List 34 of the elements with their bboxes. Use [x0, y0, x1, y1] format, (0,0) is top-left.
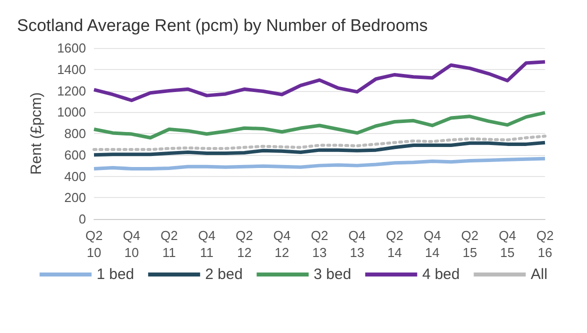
y-tick-label: 200: [64, 190, 86, 206]
x-tick-label: Q2 11: [160, 228, 178, 260]
y-tick-label: 1000: [57, 104, 86, 120]
line-series: [92, 156, 547, 171]
x-tick-label: Q4 15: [498, 228, 516, 260]
legend-label: 4 bed: [422, 266, 460, 283]
line-series: [92, 140, 547, 157]
y-axis-title: Rent (£pcm): [28, 92, 45, 175]
y-tick-label: 1200: [57, 83, 86, 98]
legend-label: 1 bed: [96, 266, 134, 283]
line-series: [92, 60, 547, 102]
legend-label: 2 bed: [205, 266, 243, 283]
y-tick-label: 400: [64, 168, 86, 184]
y-tick-label: 600: [64, 147, 86, 162]
x-tick-label: Q4 12: [273, 228, 291, 260]
y-tick-label: 0: [78, 212, 86, 226]
x-tick-label: Q2 16: [536, 228, 554, 260]
line-series: [92, 110, 547, 140]
x-tick-label: Q2 12: [236, 228, 254, 260]
x-tick-label: Q2 13: [310, 228, 328, 260]
x-tick-label: Q4 11: [198, 228, 216, 260]
y-tick-label: 1600: [57, 40, 86, 56]
x-tick-label: Q2 14: [386, 228, 404, 260]
y-tick-label: 1400: [57, 62, 86, 77]
y-tick-label: 800: [64, 126, 86, 141]
legend-label: 3 bed: [314, 266, 352, 283]
x-tick-label: Q4 13: [348, 228, 366, 260]
x-tick-label: Q4 14: [424, 228, 441, 260]
x-tick-label: Q2 10: [85, 228, 103, 260]
legend-label: All: [530, 266, 548, 283]
x-tick-label: Q4 10: [122, 228, 140, 260]
line-series: [92, 134, 546, 152]
chart-title: Scotland Average Rent (pcm) by Number of Bedrooms: [17, 16, 428, 35]
x-tick-label: Q2 15: [461, 228, 479, 260]
